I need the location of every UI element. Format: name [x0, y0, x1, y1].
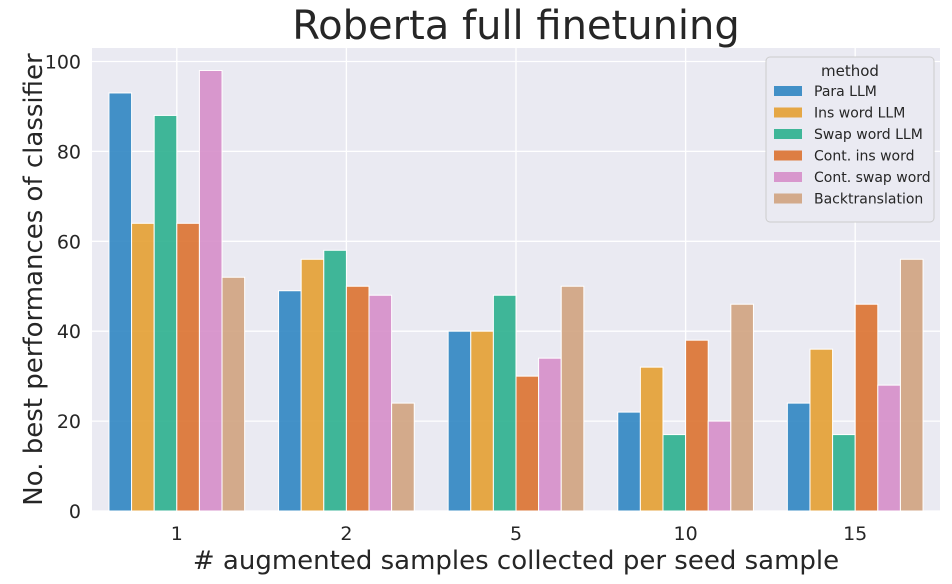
- legend-swatch: [774, 193, 802, 204]
- bar: [854, 303, 879, 512]
- y-tick-label: 0: [69, 501, 81, 523]
- y-tick-label: 20: [57, 411, 81, 433]
- bars: [108, 69, 924, 512]
- bar: [368, 294, 393, 512]
- legend-label: Para LLM: [814, 84, 877, 100]
- bar: [447, 330, 472, 512]
- bar: [108, 92, 133, 512]
- bar: [131, 222, 155, 512]
- y-tick-label: 100: [45, 51, 81, 73]
- bar: [685, 339, 709, 512]
- bar: [662, 434, 687, 512]
- x-tick-label: 15: [843, 523, 867, 545]
- x-tick-label: 1: [171, 523, 183, 545]
- bar: [300, 258, 325, 512]
- x-tick-labels: 1 2 5 10 15: [171, 523, 868, 545]
- y-tick-labels: 0 20 40 60 80 100: [45, 51, 81, 523]
- bar: [278, 290, 302, 512]
- bar: [345, 285, 370, 512]
- legend-label: Cont. swap word: [814, 170, 931, 186]
- bar: [391, 402, 415, 512]
- y-tick-label: 40: [57, 321, 81, 343]
- legend-items: Para LLM Ins word LLM Swap word LLM Cont. i…: [774, 84, 931, 208]
- legend-label: Ins word LLM: [814, 106, 905, 122]
- y-axis-label: No. best performances of classifier: [19, 53, 49, 506]
- chart-title: Roberta full finetuning: [292, 3, 740, 49]
- bar: [832, 434, 856, 512]
- bar: [707, 420, 732, 512]
- bar: [153, 114, 178, 512]
- x-tick-label: 5: [510, 523, 522, 545]
- legend-title: method: [821, 62, 879, 80]
- bar: [617, 411, 641, 512]
- legend-swatch: [774, 172, 802, 182]
- legend-swatch: [774, 86, 802, 96]
- bar: [639, 366, 664, 512]
- x-tick-label: 10: [674, 523, 698, 545]
- legend-label: Cont. ins word: [814, 149, 915, 165]
- legend-swatch: [774, 150, 802, 161]
- x-axis-label: # augmented samples collected per seed s…: [193, 546, 839, 576]
- bar: [786, 402, 811, 512]
- bar: [877, 384, 901, 512]
- legend: method Para LLM Ins word LLM Swap word LLM…: [765, 56, 935, 223]
- legend-label: Backtranslation: [814, 192, 923, 208]
- bar: [198, 69, 223, 512]
- legend-label: Swap word LLM: [814, 127, 923, 143]
- bar: [515, 375, 540, 512]
- legend-swatch: [774, 107, 802, 118]
- bar: [221, 276, 246, 512]
- legend-swatch: [774, 129, 802, 139]
- bar: [538, 357, 562, 512]
- x-tick-label: 2: [340, 523, 352, 545]
- y-tick-label: 80: [57, 141, 81, 163]
- bar: [560, 285, 585, 512]
- bar: [492, 294, 517, 512]
- y-tick-label: 60: [57, 231, 81, 253]
- legend-box: [765, 56, 935, 223]
- bar: [323, 249, 347, 512]
- bar: [176, 222, 200, 512]
- bar: [470, 330, 494, 512]
- bar: [899, 258, 924, 512]
- bar: [809, 348, 834, 512]
- bar: [730, 303, 754, 512]
